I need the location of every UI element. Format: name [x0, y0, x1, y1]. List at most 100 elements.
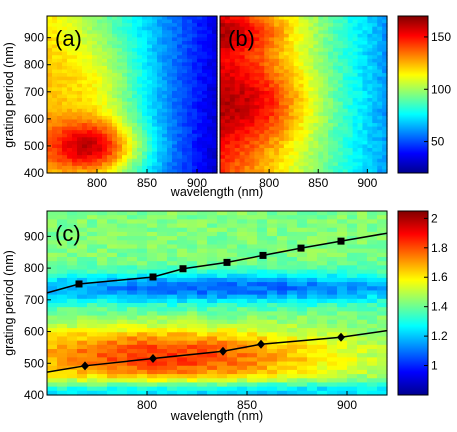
heatmap-b-cell — [259, 144, 265, 149]
heatmap-b-cell — [362, 62, 368, 67]
heatmap-c-cell — [197, 244, 208, 250]
heatmap-c-cell — [97, 374, 108, 379]
heatmap-c-cell — [347, 344, 358, 350]
heatmap-c-cell — [157, 344, 168, 350]
heatmap-a-cell — [72, 151, 78, 156]
heatmap-a-cell — [107, 158, 113, 163]
heatmap-c-cell — [177, 319, 188, 325]
heatmap-c-cell — [267, 353, 278, 358]
heatmap-c-cell — [207, 273, 218, 279]
heatmap-c-cell — [187, 332, 198, 338]
heatmap-b-cell — [372, 73, 378, 78]
heatmap-b-cell — [244, 58, 251, 63]
heatmap-c-cell — [87, 261, 98, 266]
heatmap-c-cell — [287, 386, 298, 392]
heatmap-b-cell — [283, 151, 290, 156]
heatmap-a-cell — [142, 48, 148, 53]
heatmap-c-cell — [297, 340, 308, 346]
heatmap-a-cell — [107, 162, 113, 167]
heatmap-c-cell — [337, 244, 348, 250]
heatmap-c-cell — [237, 298, 248, 304]
heatmap-a-cell — [142, 158, 148, 163]
heatmap-b-cell — [278, 133, 285, 138]
heatmap-a-cell — [97, 158, 103, 163]
heatmap-c-cell — [47, 244, 58, 250]
heatmap-a-cell — [47, 108, 53, 113]
heatmap-b-cell — [293, 69, 300, 74]
heatmap-c-cell — [307, 361, 318, 367]
heatmap-b-cell — [249, 48, 255, 53]
heatmap-c-cell — [317, 294, 328, 300]
heatmap-a-cell — [192, 76, 198, 81]
heatmap-c-cell — [317, 307, 328, 312]
heatmap-c-cell — [147, 344, 158, 350]
heatmap-b-cell — [347, 133, 354, 138]
heatmap-a-cell — [52, 126, 58, 131]
heatmap-a-cell — [162, 144, 168, 149]
heatmap-c-cell — [157, 286, 168, 292]
heatmap-a-cell — [167, 73, 173, 78]
heatmap-a-cell — [172, 105, 178, 110]
heatmap-a-cell — [157, 119, 163, 124]
heatmap-b-cell — [367, 130, 373, 135]
heatmap-b-cell — [269, 105, 275, 110]
heatmap-b-cell — [352, 119, 359, 124]
heatmap-a-cell — [92, 80, 98, 85]
heatmap-c-cell — [357, 369, 368, 375]
heatmap-b-cell — [283, 137, 290, 142]
heatmap-b-cell — [328, 90, 334, 96]
heatmap-c-cell — [267, 365, 278, 371]
heatmap-c-cell — [197, 365, 208, 371]
heatmap-b-cell — [372, 58, 378, 63]
heatmap-a-cell — [192, 98, 198, 103]
heatmap-a-cell — [187, 130, 193, 135]
heatmap-a-cell — [152, 76, 158, 81]
heatmap-b-cell — [323, 158, 329, 163]
heatmap-a-cell — [52, 40, 58, 46]
heatmap-c-cell — [177, 382, 188, 388]
heatmap-a-cell — [87, 169, 93, 174]
heatmap-b-cell — [382, 137, 388, 142]
heatmap-b-cell — [249, 80, 255, 85]
heatmap-c-cell — [127, 269, 138, 275]
heatmap-a-cell — [167, 140, 173, 146]
heatmap-a-cell — [137, 108, 143, 113]
heatmap-c-cell — [187, 311, 198, 317]
heatmap-b-cell — [224, 98, 231, 103]
heatmap-b-cell — [298, 115, 305, 121]
heatmap-c-cell — [347, 357, 358, 363]
heatmap-c-cell — [207, 344, 218, 350]
heatmap-c-cell — [97, 219, 108, 225]
heatmap-b-cell — [293, 33, 300, 39]
heatmap-b-cell — [377, 76, 383, 81]
heatmap-c-cell — [107, 211, 118, 216]
heatmap-b-cell — [382, 44, 388, 49]
heatmap-c-cell — [117, 369, 128, 375]
heatmap-b-cell — [298, 112, 305, 117]
heatmap-a-cell — [107, 40, 113, 46]
heatmap-b-cell — [352, 165, 359, 171]
heatmap-a-cell — [102, 158, 108, 163]
heatmap-a-cell — [162, 76, 168, 81]
heatmap-c-cell — [247, 386, 258, 392]
heatmap-c-cell — [287, 219, 298, 225]
heatmap-a-cell — [212, 115, 218, 121]
heatmap-a-cell — [137, 44, 143, 49]
heatmap-a-cell — [127, 90, 133, 96]
heatmap-b-cell — [357, 26, 364, 31]
heatmap-a-cell — [142, 65, 148, 71]
heatmap-c-cell — [57, 252, 68, 258]
heatmap-b-cell — [313, 51, 319, 56]
heatmap-c-cell — [77, 340, 88, 346]
heatmap-c-cell — [317, 290, 328, 296]
heatmap-b-cell — [274, 158, 280, 163]
heatmap-a-cell — [47, 44, 53, 49]
heatmap-a-cell — [202, 144, 208, 149]
heatmap-c-cell — [347, 282, 358, 287]
heatmap-b-cell — [323, 33, 329, 39]
heatmap-c-cell — [187, 248, 198, 254]
heatmap-c-cell — [97, 323, 108, 329]
heatmap-b-cell — [244, 87, 251, 92]
heatmap-b-cell — [323, 130, 329, 135]
heatmap-b-cell — [318, 19, 324, 24]
